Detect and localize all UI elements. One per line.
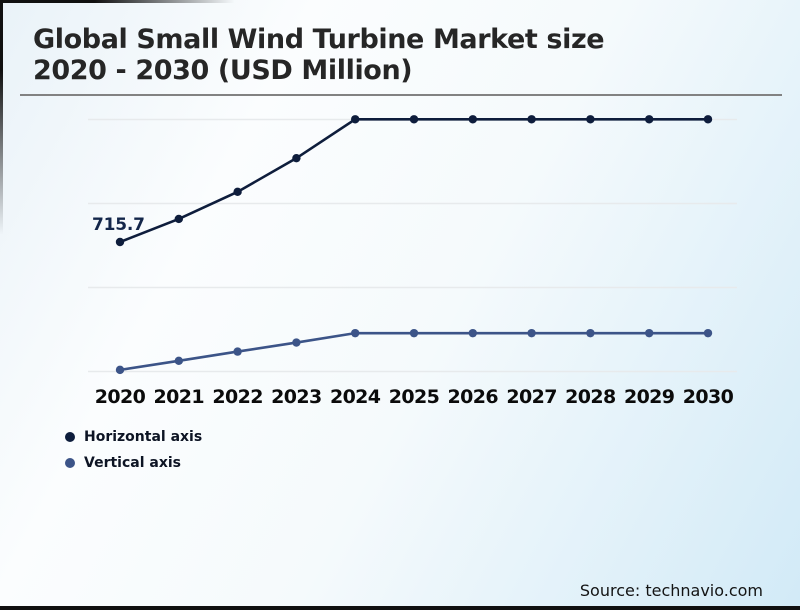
title-divider xyxy=(20,94,782,96)
data-point-marker xyxy=(115,237,125,247)
data-point-marker xyxy=(351,115,360,124)
data-point-marker xyxy=(703,328,713,338)
data-point-marker xyxy=(351,328,360,338)
x-axis-label: 2030 xyxy=(682,386,734,408)
page-title-line1: Global Small Wind Turbine Market size xyxy=(33,24,605,55)
x-axis-label: 2023 xyxy=(271,386,322,408)
x-axis-label: 2020 xyxy=(94,386,146,408)
legend-item-label: Horizontal axis xyxy=(84,429,203,445)
x-axis-label: 2021 xyxy=(153,386,205,408)
x-axis-label: 2027 xyxy=(506,386,557,408)
series-line-vertical-axis xyxy=(119,331,708,372)
x-axis-label: 2024 xyxy=(329,386,381,408)
data-point-marker xyxy=(645,115,654,124)
data-point-marker xyxy=(409,328,419,338)
x-axis-label: 2029 xyxy=(623,386,675,408)
legend-item-label: Vertical axis xyxy=(84,455,181,471)
legend-item: Horizontal axis xyxy=(65,429,202,445)
frame-edge-left xyxy=(0,0,3,235)
chart-legend: Horizontal axis Vertical axis xyxy=(65,429,202,481)
legend-marker-dot xyxy=(65,432,75,442)
frame-edge-top xyxy=(0,0,235,3)
legend-marker-dot xyxy=(65,458,75,468)
data-label-2020: 715.7 xyxy=(92,215,145,235)
data-point-marker xyxy=(468,115,477,124)
data-point-marker xyxy=(527,328,536,338)
data-point-marker xyxy=(409,115,419,124)
page-title: Global Small Wind Turbine Market size 20… xyxy=(33,24,773,86)
data-point-marker xyxy=(292,338,301,347)
page-title-line2: 2020 - 2030 (USD Million) xyxy=(33,55,413,86)
data-point-marker xyxy=(468,328,477,338)
x-axis-label: 2028 xyxy=(565,386,616,408)
source-attribution: Source: technavio.com xyxy=(579,581,763,600)
data-point-marker xyxy=(586,115,595,124)
data-point-marker xyxy=(703,115,713,124)
data-point-marker xyxy=(174,356,183,366)
frame-edge-bottom xyxy=(0,606,800,610)
data-point-marker xyxy=(233,187,242,197)
x-axis-labels: 2020 2021 2022 2023 2024 2025 2026 2027 2028 2029… xyxy=(0,386,800,412)
data-point-marker xyxy=(292,153,301,163)
chart-series xyxy=(115,115,713,375)
data-point-marker xyxy=(174,214,183,224)
data-point-marker xyxy=(233,347,242,356)
series-line-horizontal-axis xyxy=(119,117,708,244)
data-point-marker xyxy=(586,328,595,338)
data-point-marker xyxy=(645,328,654,338)
x-axis-label: 2025 xyxy=(388,386,440,408)
legend-item: Vertical axis xyxy=(65,455,202,471)
data-point-marker xyxy=(527,115,536,124)
x-axis-label: 2022 xyxy=(212,386,263,408)
data-point-marker xyxy=(115,365,125,375)
x-axis-label: 2026 xyxy=(447,386,499,408)
